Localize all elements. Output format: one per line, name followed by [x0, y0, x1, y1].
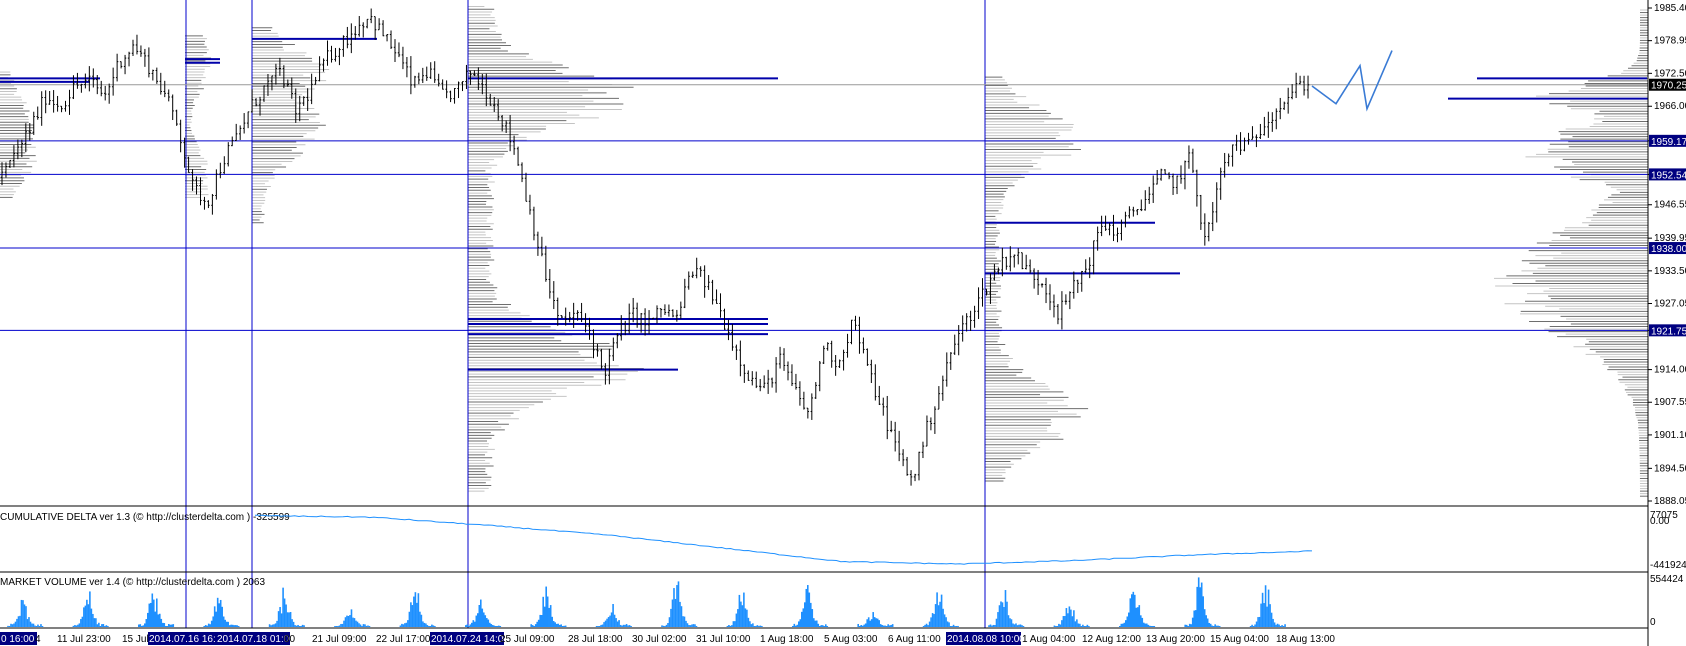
cumulative-delta-panel: CUMULATIVE DELTA ver 1.3 (© http://clust…: [0, 510, 1686, 571]
time-label: 15 Aug 04:00: [1210, 634, 1269, 645]
volume-scale-bottom: 0: [1650, 617, 1656, 628]
time-label: 1 Aug 18:00: [760, 634, 814, 645]
time-axis: 0 16:00 4 11 Jul 23:00 15 Jul 2014.07.16 16:…: [0, 632, 1335, 645]
level-tag-label: 1959.17: [1651, 137, 1686, 148]
time-label: 2014.07.16 16:0: [149, 634, 222, 645]
price-tick-label: 1901.10: [1654, 430, 1686, 441]
volume-profiles: [0, 5, 1648, 497]
time-label: 0 16:00: [1, 634, 35, 645]
time-highlight: [148, 632, 216, 645]
time-highlight: [946, 632, 1021, 645]
price-tick-label: 1978.95: [1654, 36, 1686, 47]
time-label: 15 Jul: [122, 634, 149, 645]
level-tag-label: 1921.75: [1651, 326, 1686, 337]
time-highlight: [216, 632, 290, 645]
volume-title: MARKET VOLUME ver 1.4 (© http://clusterd…: [0, 577, 265, 588]
level-tag: [1649, 324, 1686, 337]
time-label: 2014.08.08 10:00: [947, 634, 1025, 645]
time-label: 2014.07.18 01:00: [217, 634, 295, 645]
delta-scale-top-zero: 0.00: [1650, 516, 1670, 527]
delta-scale-bottom: -441924: [1650, 560, 1686, 571]
price-tick-label: 1888.05: [1654, 496, 1686, 507]
price-tick-label: 1985.40: [1654, 3, 1686, 14]
current-price-tag: [1649, 78, 1686, 91]
time-label: 12 Aug 12:00: [1082, 634, 1141, 645]
time-label: 11 Jul 23:00: [57, 634, 111, 645]
level-tag: [1649, 168, 1686, 181]
time-highlight: [0, 632, 37, 645]
price-tick-label: 1933.50: [1654, 266, 1686, 277]
time-label: 30 Jul 02:00: [632, 634, 687, 645]
price-tick-label: 1914.00: [1654, 365, 1686, 376]
time-label: 13 Aug 20:00: [1146, 634, 1205, 645]
volume-scale-top: 554424: [1650, 574, 1684, 585]
price-tick-label: 1927.05: [1654, 298, 1686, 309]
time-label: 4: [35, 634, 41, 645]
price-tick-label: 1946.55: [1654, 200, 1686, 211]
delta-scale-top: 77075: [1650, 510, 1678, 521]
time-label: 31 Jul 10:00: [696, 634, 751, 645]
price-tick-label: 1972.50: [1654, 68, 1686, 79]
level-tag: [1649, 134, 1686, 147]
level-tag-label: 1938.00: [1651, 244, 1686, 255]
delta-title: CUMULATIVE DELTA ver 1.3 (© http://clust…: [0, 512, 290, 523]
delta-line: [255, 514, 1313, 565]
grid-lines: [0, 0, 1648, 628]
time-label: 28 Jul 18:00: [568, 634, 623, 645]
current-price-label: 1970.25: [1651, 81, 1686, 92]
time-label: 1 Aug 04:00: [1022, 634, 1076, 645]
time-label: 2014.07.24 14:00: [431, 634, 509, 645]
time-label: 00: [284, 634, 296, 645]
level-tag: [1649, 242, 1686, 255]
price-tick-label: 1907.55: [1654, 397, 1686, 408]
level-tag-label: 1952.54: [1651, 170, 1686, 181]
poc-lines: [0, 37, 1648, 371]
time-label: 21 Jul 09:00: [312, 634, 367, 645]
time-label: 22 Jul 17:00: [376, 634, 431, 645]
price-tick-label: 1966.00: [1654, 101, 1686, 112]
forecast-path: [1311, 50, 1393, 112]
time-label: 6 Aug 11:00: [888, 634, 941, 645]
time-label: 25 Jul 09:00: [500, 634, 555, 645]
candles: [0, 8, 1310, 486]
price-tick-label: 1894.50: [1654, 463, 1686, 474]
market-volume-panel: MARKET VOLUME ver 1.4 (© http://clusterd…: [0, 574, 1684, 628]
forecast-zigzag: [1311, 50, 1393, 112]
time-label: 5 Aug 03:00: [824, 634, 878, 645]
time-highlight: [430, 632, 504, 645]
price-tick-label: 1939.95: [1654, 233, 1686, 244]
time-label: 18 Aug 13:00: [1276, 634, 1335, 645]
